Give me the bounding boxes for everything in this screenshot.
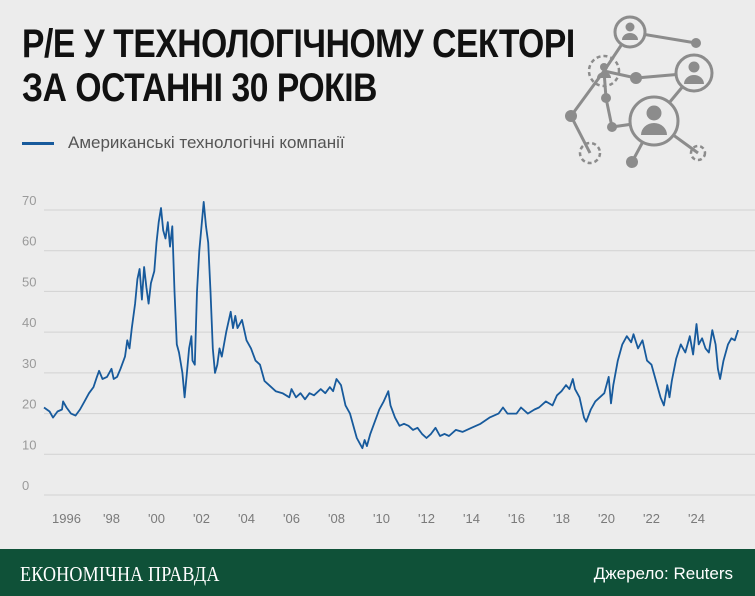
y-tick-label: 60 xyxy=(22,234,36,249)
line-chart: 0 10 20 30 40 50 60 70 1996 '98 '00 '02 '04 '06 '08 '1… xyxy=(22,193,755,526)
x-tick-label: '02 xyxy=(193,511,210,526)
x-tick-label: 1996 xyxy=(52,511,81,526)
series-line xyxy=(43,201,739,450)
y-tick-label: 10 xyxy=(22,437,36,452)
y-tick-label: 0 xyxy=(22,478,29,493)
x-tick-label: '20 xyxy=(598,511,615,526)
x-tick-label: '10 xyxy=(373,511,390,526)
x-tick-label: '06 xyxy=(283,511,300,526)
y-tick-label: 20 xyxy=(22,397,36,412)
x-tick-label: '16 xyxy=(508,511,525,526)
brand-logo: ЕКОНОМІЧНА ПРАВДА xyxy=(20,562,220,586)
x-tick-label: '14 xyxy=(463,511,480,526)
y-tick-label: 30 xyxy=(22,356,36,371)
plot-area xyxy=(43,201,739,450)
legend-swatch xyxy=(22,141,54,145)
x-tick-label: '12 xyxy=(418,511,435,526)
gridlines xyxy=(44,209,755,496)
x-tick-label: '00 xyxy=(148,511,165,526)
x-tick-label: '98 xyxy=(103,511,120,526)
chart-title-line-1: P/E У ТЕХНОЛОГІЧНОМУ СЕКТОРІ xyxy=(22,22,575,66)
chart-title: P/E У ТЕХНОЛОГІЧНОМУ СЕКТОРІ ЗА ОСТАННІ … xyxy=(22,22,575,110)
x-tick-label: '22 xyxy=(643,511,660,526)
x-tick-label: '08 xyxy=(328,511,345,526)
x-tick-label: '24 xyxy=(688,511,705,526)
chart-title-line-2: ЗА ОСТАННІ 30 РОКІВ xyxy=(22,66,378,110)
network-people-icon xyxy=(565,15,714,168)
y-axis: 0 10 20 30 40 50 60 70 xyxy=(22,193,36,493)
source-note: Джерело: Reuters xyxy=(593,564,733,583)
footer: ЕКОНОМІЧНА ПРАВДА Джерело: Reuters xyxy=(0,549,755,596)
y-tick-label: 50 xyxy=(22,274,36,289)
legend-label: Американські технологічні компанії xyxy=(68,133,345,152)
x-axis: 1996 '98 '00 '02 '04 '06 '08 '10 '12 '14 '16 '18 '20… xyxy=(52,511,705,526)
y-tick-label: 40 xyxy=(22,315,36,330)
legend: Американські технологічні компанії xyxy=(22,132,345,154)
x-tick-label: '18 xyxy=(553,511,570,526)
y-tick-label: 70 xyxy=(22,193,36,208)
x-tick-label: '04 xyxy=(238,511,255,526)
